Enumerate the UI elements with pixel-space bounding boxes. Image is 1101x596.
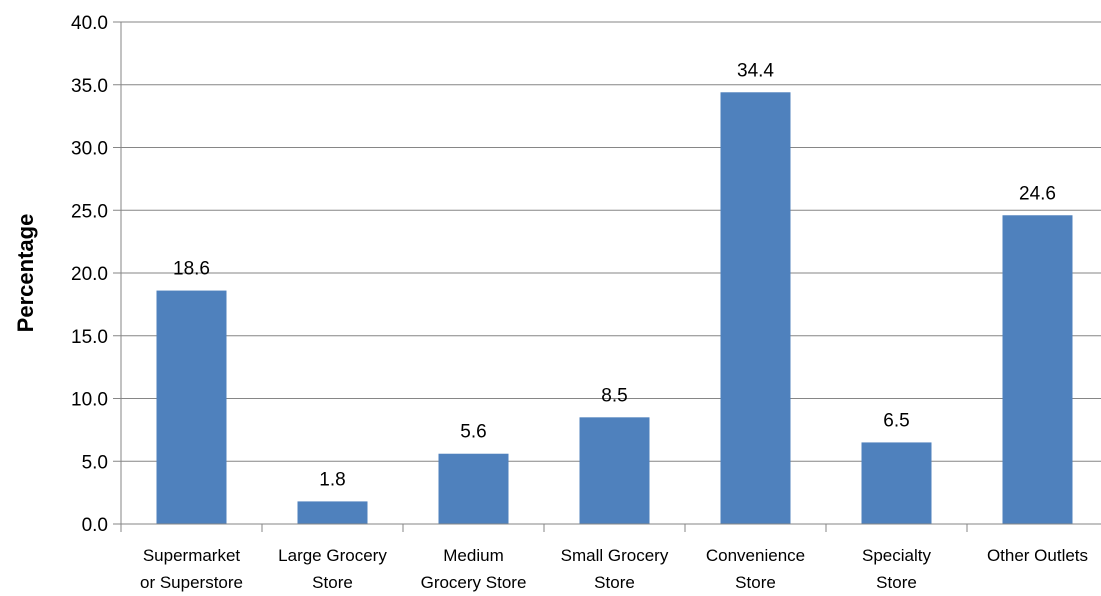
x-category-label: Large Grocery — [278, 546, 387, 565]
y-tick-label: 5.0 — [82, 452, 108, 473]
x-category-label: Small Grocery — [561, 546, 669, 565]
bar — [156, 290, 227, 524]
y-tick-label: 10.0 — [71, 390, 108, 411]
x-category-label: Medium — [443, 546, 503, 565]
bar — [438, 453, 509, 524]
y-tick-label: 20.0 — [71, 264, 108, 285]
y-tick-label: 40.0 — [71, 13, 108, 34]
bar — [579, 417, 650, 524]
gridlines — [121, 21, 1101, 462]
y-tick-label: 25.0 — [71, 201, 108, 222]
x-category-label: Supermarket — [143, 546, 241, 565]
x-category-label: Store — [594, 573, 635, 592]
data-label: 18.6 — [173, 259, 210, 280]
y-tick-label: 15.0 — [71, 327, 108, 348]
data-label: 6.5 — [883, 410, 909, 431]
x-category-label: Specialty — [862, 546, 931, 565]
x-category-label: or Superstore — [140, 573, 243, 592]
data-label: 1.8 — [319, 469, 345, 490]
data-label: 34.4 — [737, 60, 774, 81]
labels: 0.0 5.0 10.0 15.0 20.0 25.0 30.0 35.0 40.0 18.6 Su… — [71, 13, 1088, 592]
bar — [297, 501, 368, 524]
y-tick-label: 0.0 — [82, 515, 108, 536]
data-label: 5.6 — [460, 422, 486, 443]
data-label: 8.5 — [601, 385, 627, 406]
y-axis-title: Percentage — [13, 214, 38, 333]
bar — [720, 92, 791, 524]
bars — [156, 92, 1073, 524]
x-category-label: Convenience — [706, 546, 805, 565]
y-tick-label: 35.0 — [71, 76, 108, 97]
x-category-label: Store — [312, 573, 353, 592]
bar — [861, 442, 932, 524]
x-category-label: Grocery Store — [421, 573, 527, 592]
data-label: 24.6 — [1019, 183, 1056, 204]
axes — [113, 21, 1101, 532]
x-category-label: Other Outlets — [987, 546, 1088, 565]
bar — [1002, 215, 1073, 524]
y-tick-label: 30.0 — [71, 139, 108, 160]
x-category-label: Store — [735, 573, 776, 592]
x-category-label: Store — [876, 573, 917, 592]
